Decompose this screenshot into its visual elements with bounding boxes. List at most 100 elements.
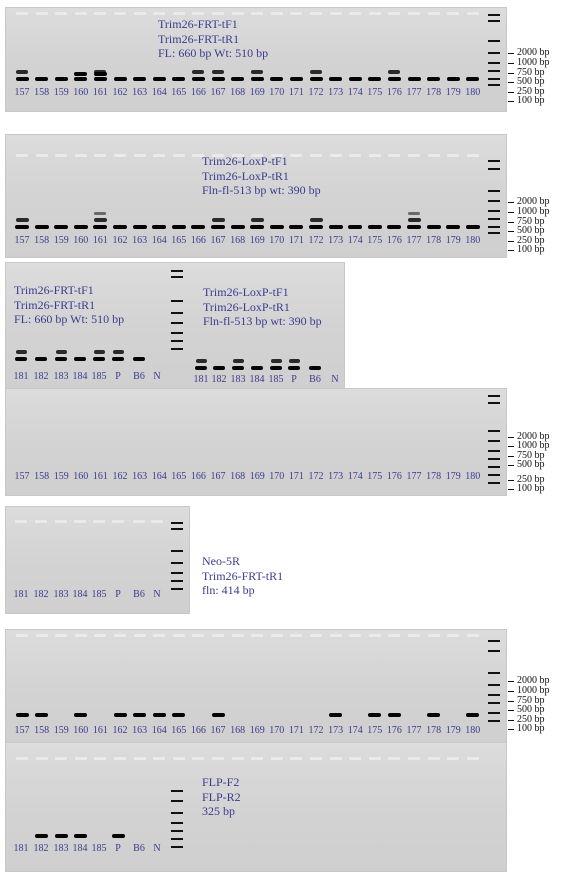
primer-line: 325 bp <box>202 804 235 818</box>
well <box>329 12 342 15</box>
band <box>15 357 27 361</box>
well <box>172 634 185 637</box>
ladder-band <box>171 300 183 302</box>
well <box>172 12 185 15</box>
ladder-label: 100 bp <box>517 244 545 255</box>
lane-label: 183 <box>53 589 69 600</box>
ladder-band <box>171 332 183 334</box>
ladder-band <box>488 84 500 86</box>
panel7-primers: FLP-F2 FLP-R2 325 bp <box>202 775 241 819</box>
gel-panel-5 <box>5 506 190 614</box>
well <box>133 634 146 637</box>
lane-label: 173 <box>328 725 344 736</box>
band <box>270 77 284 81</box>
lane-label: 160 <box>73 235 89 246</box>
band <box>310 70 322 74</box>
lane-label: 172 <box>308 725 324 736</box>
well <box>35 520 47 523</box>
ladder-band <box>488 218 500 220</box>
well <box>35 12 48 15</box>
band <box>15 77 29 81</box>
well <box>427 634 440 637</box>
lane-label: 159 <box>53 725 69 736</box>
lane-label: 162 <box>112 87 128 98</box>
band <box>211 713 225 717</box>
well <box>192 634 205 637</box>
band <box>93 357 105 361</box>
ladder-band <box>488 232 500 234</box>
lane-label: 164 <box>151 235 167 246</box>
well <box>114 757 126 760</box>
ladder-band <box>171 270 183 272</box>
band <box>251 366 263 370</box>
lane-label: N <box>153 843 161 854</box>
ladder-label: 100 bp <box>517 95 545 106</box>
primer-line: Trim26-FRT-tF1 <box>158 17 238 31</box>
ladder-band <box>488 78 500 80</box>
well <box>466 634 479 637</box>
ladder-label: 750 bp <box>517 695 545 706</box>
band <box>309 218 323 222</box>
well <box>270 634 283 637</box>
well <box>388 154 401 157</box>
ladder-band <box>488 168 500 170</box>
band <box>408 212 420 215</box>
ladder-band <box>488 40 500 42</box>
lane-label: 166 <box>190 471 206 482</box>
band <box>152 713 166 717</box>
lane-label: 167 <box>210 235 226 246</box>
lane-label: 168 <box>230 471 246 482</box>
primer-line: Trim26-FRT-tR1 <box>14 297 96 312</box>
gel-panel-7 <box>5 742 507 872</box>
lane-label: 162 <box>112 725 128 736</box>
well <box>368 757 381 760</box>
ladder-band <box>488 672 500 674</box>
band <box>54 225 69 229</box>
ladder-band <box>488 210 500 212</box>
lane-label: 166 <box>190 87 206 98</box>
ladder-band <box>488 640 500 642</box>
band <box>15 350 27 354</box>
ladder-label: 500 bp <box>517 76 545 87</box>
lane-label: 177 <box>406 235 422 246</box>
lane-label: 178 <box>426 471 442 482</box>
well <box>466 757 479 760</box>
well <box>55 12 68 15</box>
lane-label: 173 <box>328 87 344 98</box>
lane-label: 181 <box>193 374 209 385</box>
primer-line: Trim26-FRT-tR1 <box>158 31 240 46</box>
well <box>133 12 146 15</box>
band <box>270 366 282 370</box>
ladder-label: 250 bp <box>517 474 545 485</box>
lane-label: P <box>115 371 121 382</box>
band <box>289 225 304 229</box>
band <box>231 77 245 81</box>
lane-label: B6 <box>133 843 145 854</box>
lane-label: 163 <box>132 87 148 98</box>
well <box>153 757 166 760</box>
lane-label: 185 <box>268 374 284 385</box>
lane-label: 177 <box>406 471 422 482</box>
band <box>211 218 225 222</box>
lane-label: 176 <box>386 87 402 98</box>
band <box>15 218 29 222</box>
lane-label: 158 <box>34 471 50 482</box>
band <box>55 350 67 354</box>
lane-label: 167 <box>210 725 226 736</box>
ladder-label: 2000 bp <box>517 47 550 58</box>
ladder-tick <box>508 480 514 481</box>
lane-label: 170 <box>269 725 285 736</box>
band <box>172 77 186 81</box>
well <box>35 757 48 760</box>
band <box>16 70 28 74</box>
lane-label: 174 <box>347 725 363 736</box>
primer-line: Trim26-FRT-tR1 <box>202 568 284 583</box>
lane-label: 172 <box>308 87 324 98</box>
well <box>447 634 460 637</box>
ladder-band <box>488 650 500 652</box>
lane-label: 158 <box>34 725 50 736</box>
lane-label: 174 <box>347 471 363 482</box>
ladder-band <box>488 720 500 722</box>
ladder-label: 100 bp <box>517 483 545 494</box>
lane-label: 174 <box>347 235 363 246</box>
